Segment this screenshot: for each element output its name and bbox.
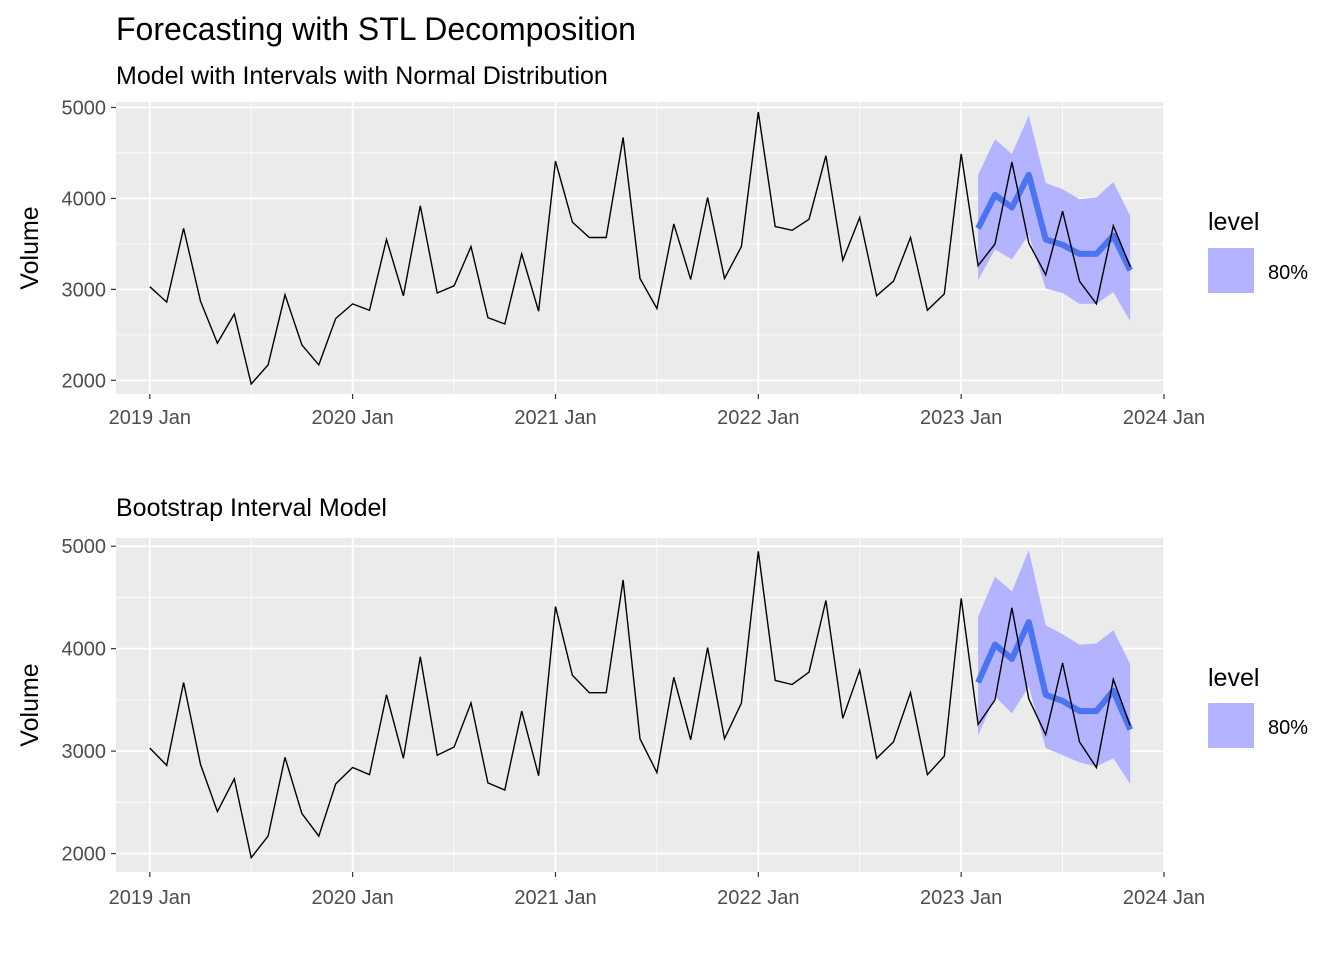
legend-label-80: 80% <box>1268 262 1308 284</box>
chart-title: Forecasting with STL Decomposition <box>116 11 636 47</box>
x-tick-label: 2019 Jan <box>109 407 191 429</box>
legend-title: level <box>1208 664 1259 692</box>
y-tick-label: 5000 <box>62 536 107 558</box>
y-axis-ticks: 2000 3000 4000 5000 <box>62 97 116 392</box>
x-tick-label: 2020 Jan <box>311 407 393 429</box>
x-tick-label: 2022 Jan <box>717 887 799 909</box>
chart-panel-bootstrap: Bootstrap Interval Model 2000 3000 4000 500… <box>16 494 1308 909</box>
chart-marks <box>149 550 1133 860</box>
y-tick-label: 2000 <box>62 844 107 866</box>
y-axis-ticks: 2000 3000 4000 5000 <box>62 536 116 866</box>
x-tick-label: 2024 Jan <box>1123 887 1205 909</box>
observed-volume-line <box>149 551 1131 860</box>
y-tick-label: 4000 <box>62 188 107 210</box>
legend-label-80: 80% <box>1268 717 1308 739</box>
y-axis-title: Volume <box>16 206 44 289</box>
y-tick-label: 3000 <box>62 279 107 301</box>
legend-key-80 <box>1208 703 1254 748</box>
interval-80-ribbon <box>978 550 1131 784</box>
legend-title: level <box>1208 208 1259 236</box>
x-tick-label: 2022 Jan <box>717 407 799 429</box>
observed-volume-line <box>149 111 1131 386</box>
x-axis-ticks: 2019 Jan 2020 Jan 2021 Jan 2022 Jan 2023 Jan… <box>109 394 1205 429</box>
chart-subtitle: Bootstrap Interval Model <box>116 494 387 522</box>
x-tick-label: 2019 Jan <box>109 887 191 909</box>
y-tick-label: 5000 <box>62 97 107 119</box>
chart-marks <box>149 111 1133 386</box>
y-axis-title: Volume <box>16 663 44 746</box>
x-tick-label: 2020 Jan <box>311 887 393 909</box>
chart-subtitle: Model with Intervals with Normal Distrib… <box>116 62 608 90</box>
y-tick-label: 3000 <box>62 741 107 763</box>
interval-80-ribbon <box>978 115 1131 322</box>
x-tick-label: 2021 Jan <box>514 407 596 429</box>
y-tick-label: 4000 <box>62 639 107 661</box>
legend-key-80 <box>1208 248 1254 293</box>
chart-panel-normal: Model with Intervals with Normal Distrib… <box>16 62 1308 429</box>
x-tick-label: 2023 Jan <box>920 407 1002 429</box>
x-tick-label: 2024 Jan <box>1123 407 1205 429</box>
y-tick-label: 2000 <box>62 370 107 392</box>
x-tick-label: 2021 Jan <box>514 887 596 909</box>
x-tick-label: 2023 Jan <box>920 887 1002 909</box>
x-axis-ticks: 2019 Jan 2020 Jan 2021 Jan 2022 Jan 2023 Jan… <box>109 872 1205 909</box>
